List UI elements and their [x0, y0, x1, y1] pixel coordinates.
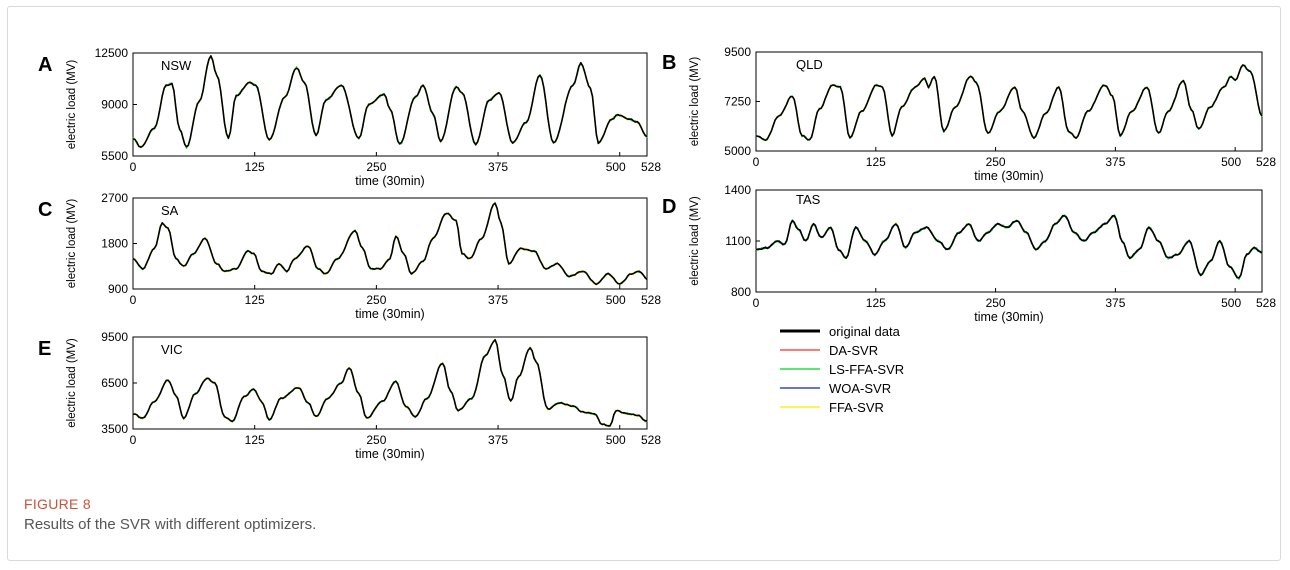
x-tick-label: 500: [606, 293, 626, 307]
x-tick-label: 375: [488, 160, 508, 174]
panel-letter: C: [38, 199, 52, 221]
legend: original data DA-SVR LS-FFA-SVR WOA-SVR FFA-…: [780, 324, 904, 415]
x-tick-label: 528: [641, 433, 661, 447]
y-axis-label: electric load (MV): [66, 60, 78, 150]
x-tick-label: 375: [1105, 296, 1125, 310]
series-line-original-data: [132, 202, 648, 286]
x-tick-label: 375: [1105, 155, 1125, 169]
x-tick-label: 0: [130, 160, 137, 174]
y-axis-label: electric load (MV): [689, 196, 701, 286]
y-tick-label: 900: [108, 282, 128, 296]
y-axis-label: electric load (MV): [66, 338, 78, 428]
figure-frame: [7, 6, 1281, 561]
panel-letter: D: [662, 196, 676, 218]
panel-c: C SA 0 125 250 375 500 528 900 1800 2700 time (30mi…: [38, 191, 661, 321]
y-tick-label: 9500: [724, 45, 751, 59]
panel-letter: E: [38, 338, 51, 360]
panel-letter: A: [38, 54, 52, 76]
panel-letter: B: [662, 52, 676, 74]
x-tick-label: 125: [245, 293, 265, 307]
panel-a: A NSW 0 125 250 375 500 528 5500 9000 12500 time (3…: [38, 46, 661, 188]
plot-area: [132, 52, 648, 157]
x-tick-label: 500: [1221, 296, 1241, 310]
plot-area: [755, 189, 1263, 293]
region-label: SA: [161, 203, 179, 218]
y-tick-label: 1800: [101, 237, 128, 251]
x-tick-label: 375: [488, 293, 508, 307]
region-label: NSW: [161, 58, 192, 73]
y-axis-label: electric load (MV): [689, 57, 701, 147]
x-tick-label: 500: [606, 433, 626, 447]
figure-label: FIGURE 8: [24, 496, 91, 512]
panel-d: D TAS 0 125 250 375 500 528 800 1100 1400 time (30m…: [662, 183, 1276, 324]
legend-label: WOA-SVR: [829, 381, 891, 396]
y-tick-label: 9000: [101, 98, 128, 112]
panel-e: E VIC 0 125 250 375 500 528 3500 6500 9500 time (30…: [38, 330, 661, 461]
x-tick-label: 528: [1256, 296, 1276, 310]
y-tick-label: 5500: [101, 149, 128, 163]
panel-b: B QLD 0 125 250 375 500 528 5000 7250 9500 time (30…: [662, 45, 1276, 183]
y-tick-label: 1100: [725, 234, 751, 248]
plot-area: [132, 336, 648, 430]
x-tick-label: 500: [1221, 155, 1241, 169]
x-tick-label: 250: [366, 433, 386, 447]
x-tick-label: 528: [1256, 155, 1276, 169]
y-tick-label: 2700: [101, 191, 128, 205]
x-tick-label: 0: [753, 155, 760, 169]
x-axis-label: time (30min): [974, 169, 1043, 183]
x-tick-label: 125: [866, 155, 886, 169]
series-line-original-data: [132, 55, 648, 148]
x-tick-label: 250: [986, 296, 1006, 310]
x-axis-label: time (30min): [355, 307, 424, 321]
y-tick-label: 3500: [101, 422, 128, 436]
x-tick-label: 375: [488, 433, 508, 447]
y-tick-label: 1400: [724, 183, 751, 197]
figure-caption: Results of the SVR with different optimi…: [24, 516, 317, 533]
y-tick-label: 12500: [95, 46, 129, 60]
y-axis-label: electric load (MV): [66, 199, 78, 289]
series-line-original-data: [132, 338, 648, 427]
legend-label: FFA-SVR: [829, 400, 884, 415]
legend-label: original data: [829, 324, 901, 339]
x-tick-label: 0: [130, 433, 137, 447]
x-tick-label: 125: [245, 160, 265, 174]
x-tick-label: 528: [641, 160, 661, 174]
y-tick-label: 9500: [101, 330, 128, 344]
x-tick-label: 0: [130, 293, 137, 307]
plot-area: [755, 51, 1263, 152]
x-tick-label: 0: [753, 296, 760, 310]
x-tick-label: 250: [986, 155, 1006, 169]
y-tick-label: 800: [731, 285, 751, 299]
x-axis-label: time (30min): [355, 447, 424, 461]
region-label: VIC: [161, 342, 183, 357]
y-tick-label: 6500: [101, 376, 128, 390]
legend-label: DA-SVR: [829, 343, 878, 358]
x-tick-label: 125: [245, 433, 265, 447]
x-tick-label: 125: [866, 296, 886, 310]
x-tick-label: 250: [366, 293, 386, 307]
region-label: TAS: [796, 192, 821, 207]
region-label: QLD: [796, 57, 823, 72]
x-axis-label: time (30min): [974, 310, 1043, 324]
series-line-original-data: [755, 64, 1263, 142]
y-tick-label: 7250: [724, 95, 751, 109]
x-tick-label: 250: [366, 160, 386, 174]
x-axis-label: time (30min): [355, 174, 424, 188]
series-line-original-data: [755, 215, 1263, 279]
y-tick-label: 5000: [724, 144, 751, 158]
x-tick-label: 528: [641, 293, 661, 307]
plot-area: [132, 197, 648, 290]
x-tick-label: 500: [606, 160, 626, 174]
legend-label: LS-FFA-SVR: [829, 362, 904, 377]
